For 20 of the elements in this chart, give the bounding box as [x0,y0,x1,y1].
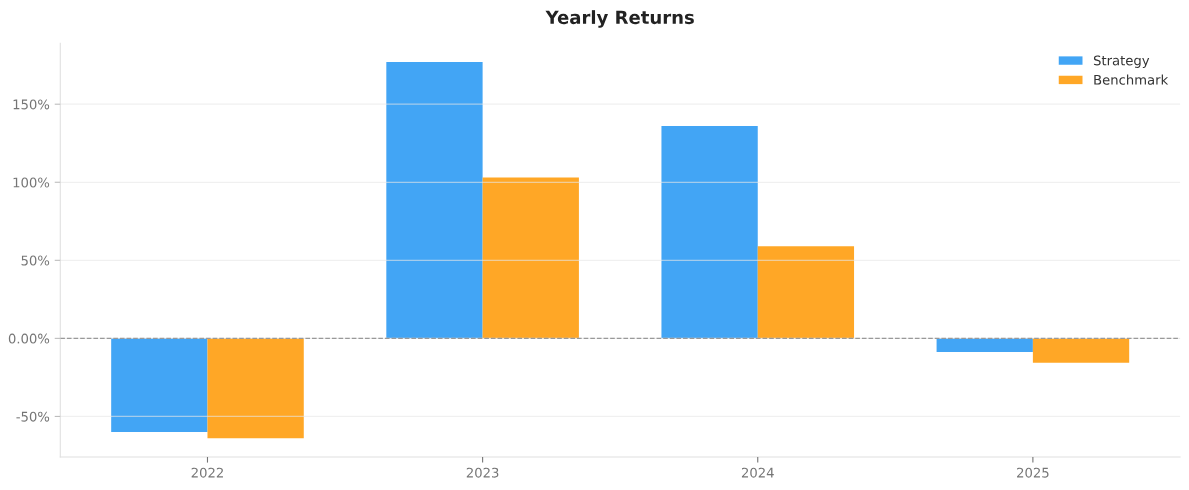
legend-label: Benchmark [1094,74,1169,85]
chart-title: Yearly Returns [545,10,694,28]
y-tick-label: 0.00% [8,333,50,344]
x-tick-label: 2024 [741,467,774,478]
x-tick-label: 2022 [191,467,223,478]
x-tick-label: 2023 [466,467,499,478]
bar [1032,338,1130,363]
bar [207,338,304,439]
bar [757,246,855,339]
bar [111,338,208,433]
y-tick-label: 100% [13,177,50,188]
bar [482,177,579,339]
y-tick-label: 50% [21,255,50,266]
legend-label: Strategy [1093,55,1150,68]
x-tick-label: 2025 [1017,467,1049,478]
y-tick-label: -50% [16,411,50,422]
bar [386,62,483,339]
y-tick-label: 150% [13,99,50,110]
bar [936,338,1033,353]
bar [661,126,758,339]
